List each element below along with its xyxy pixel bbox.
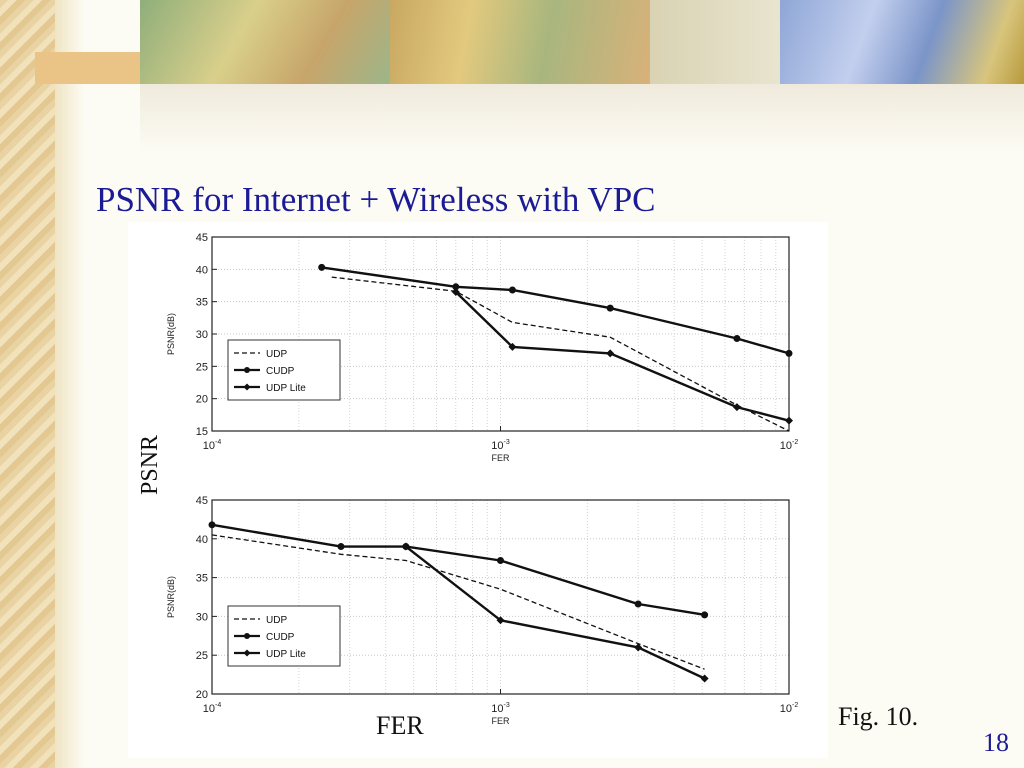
data-point bbox=[496, 616, 505, 625]
y-tick-label: 20 bbox=[196, 394, 208, 406]
y-tick-label: 25 bbox=[196, 650, 208, 662]
data-point bbox=[785, 416, 793, 425]
data-point bbox=[208, 521, 216, 529]
data-point bbox=[700, 674, 709, 683]
legend-label: UDP Lite bbox=[266, 649, 306, 660]
x-axis-label: FER bbox=[492, 716, 511, 726]
parchment-sidebar bbox=[0, 0, 55, 768]
x-tick-label: 10-3 bbox=[491, 702, 510, 715]
y-tick-label: 40 bbox=[196, 534, 208, 546]
banner-leaves-center bbox=[390, 0, 650, 84]
data-point bbox=[733, 335, 741, 343]
legend-marker bbox=[243, 383, 251, 391]
data-point bbox=[634, 643, 643, 652]
legend-marker bbox=[243, 649, 251, 657]
data-point bbox=[497, 557, 504, 565]
x-tick-label: 10-2 bbox=[780, 439, 799, 452]
data-point bbox=[606, 304, 614, 312]
x-axis-label: FER bbox=[492, 453, 511, 463]
series-line-udp bbox=[331, 276, 790, 432]
legend-marker bbox=[244, 367, 250, 373]
data-point bbox=[337, 543, 345, 551]
series-line-udp bbox=[211, 534, 705, 670]
series-line-udp-lite bbox=[405, 545, 706, 680]
data-point bbox=[606, 349, 615, 358]
chart-1: 15 20 25 30 35 40 45 10-4 10-3 10-2 FER PSNR(dB) UDP… bbox=[166, 232, 798, 463]
parchment-edge bbox=[55, 0, 85, 768]
data-point bbox=[452, 283, 460, 291]
y-tick-label: 30 bbox=[196, 329, 208, 341]
data-point bbox=[634, 600, 642, 608]
slide-number: 18 bbox=[983, 728, 1009, 757]
figure-panel: 15 20 25 30 35 40 45 10-4 10-3 10-2 FER PSNR(dB) UDP… bbox=[128, 222, 828, 758]
y-axis-caption: PSNR bbox=[137, 434, 163, 495]
legend-label: UDP bbox=[266, 615, 287, 626]
chart-2: 20 25 30 35 40 45 10-4 10-3 10-2 FER PSNR(dB) UDP CU… bbox=[166, 495, 798, 726]
y-tick-label: 45 bbox=[196, 232, 208, 244]
banner-shadow bbox=[140, 84, 1024, 154]
banner-pale-block bbox=[650, 0, 780, 84]
data-point bbox=[451, 287, 460, 296]
slide-title: PSNR for Internet + Wireless with VPC bbox=[96, 180, 656, 219]
x-tick-label: 10-2 bbox=[780, 702, 799, 715]
decorative-banner bbox=[140, 0, 1024, 84]
x-tick-label: 10-4 bbox=[203, 702, 222, 715]
x-axis-caption: FER bbox=[376, 711, 424, 740]
data-point bbox=[732, 403, 741, 412]
y-axis-label: PSNR(dB) bbox=[166, 576, 176, 618]
series-line-cudp bbox=[321, 266, 790, 355]
legend-label: UDP bbox=[266, 349, 287, 360]
y-tick-label: 15 bbox=[196, 426, 208, 438]
data-point bbox=[508, 286, 516, 294]
x-tick-label: 10-3 bbox=[491, 439, 510, 452]
x-tick-label: 10-4 bbox=[203, 439, 222, 452]
legend-label: CUDP bbox=[266, 366, 295, 377]
data-point bbox=[785, 349, 793, 357]
chart-figure: 15 20 25 30 35 40 45 10-4 10-3 10-2 FER PSNR(dB) UDP… bbox=[166, 232, 798, 726]
y-tick-label: 25 bbox=[196, 361, 208, 373]
y-tick-label: 45 bbox=[196, 495, 208, 507]
figure-caption: Fig. 10. bbox=[838, 702, 919, 731]
data-point bbox=[508, 342, 517, 351]
legend-label: UDP Lite bbox=[266, 383, 306, 394]
data-point bbox=[318, 263, 326, 271]
data-point bbox=[401, 542, 410, 551]
y-axis-label: PSNR(dB) bbox=[166, 313, 176, 355]
banner-leaves-left bbox=[140, 0, 390, 84]
y-tick-label: 40 bbox=[196, 264, 208, 276]
y-tick-label: 20 bbox=[196, 689, 208, 701]
header-strip bbox=[35, 52, 150, 84]
series-line-cudp bbox=[211, 523, 705, 616]
y-tick-label: 30 bbox=[196, 611, 208, 623]
data-point bbox=[701, 611, 709, 619]
legend-marker bbox=[244, 633, 250, 639]
legend-label: CUDP bbox=[266, 632, 295, 643]
y-tick-label: 35 bbox=[196, 573, 208, 585]
banner-flowers-right bbox=[780, 0, 1024, 84]
y-tick-label: 35 bbox=[196, 297, 208, 309]
